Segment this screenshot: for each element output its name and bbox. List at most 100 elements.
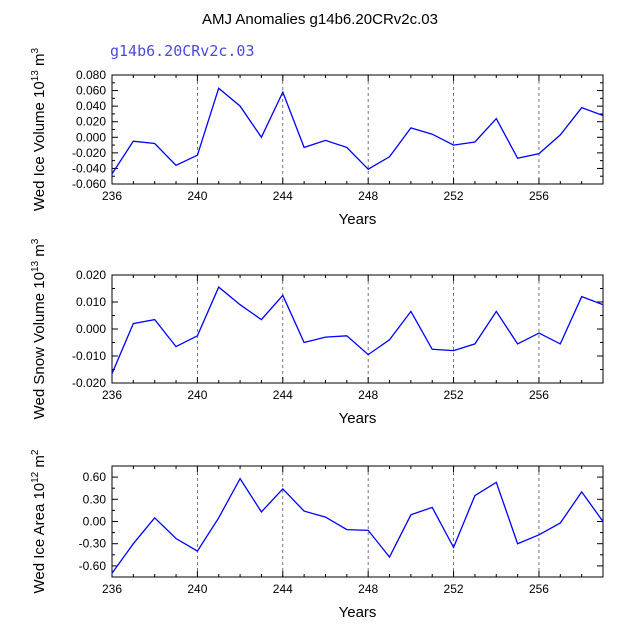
x-tick-label: 248: [358, 582, 378, 596]
x-tick-label: 240: [187, 582, 207, 596]
data-point: [303, 510, 305, 512]
data-point: [175, 164, 177, 166]
data-point: [410, 127, 412, 129]
data-point: [516, 343, 518, 345]
data-point: [239, 304, 241, 306]
x-tick-label: 256: [529, 189, 549, 203]
data-point: [410, 310, 412, 312]
x-tick-label: 244: [273, 388, 293, 402]
y-tick-label: 0.000: [76, 322, 106, 336]
panel-1: 236 240 244 248 252 256 -0.060 -0.040-0.020 0.00…: [30, 47, 604, 228]
x-tick-label: 252: [444, 388, 464, 402]
series-line: [111, 477, 604, 574]
data-point: [495, 481, 497, 483]
y-tick-label: 0.080: [76, 68, 106, 82]
data-point: [602, 114, 604, 116]
x-tick-label: 256: [529, 388, 549, 402]
data-point: [474, 343, 476, 345]
data-point: [346, 335, 348, 337]
x-axis-label: Years: [339, 410, 377, 427]
data-point: [388, 556, 390, 558]
data-point: [538, 152, 540, 154]
x-tick-label: 252: [444, 582, 464, 596]
data-point: [431, 133, 433, 135]
y-axis-label-main: Wed Snow Volume 10: [31, 272, 48, 419]
data-point: [196, 154, 198, 156]
y-axis-label-main: Wed Ice Volume 10: [31, 81, 48, 211]
data-point: [516, 157, 518, 159]
data-point: [538, 332, 540, 334]
data-point: [303, 146, 305, 148]
chart-title: AMJ Anomalies g14b6.20CRv2c.03: [202, 11, 438, 28]
data-point: [474, 141, 476, 143]
data-point: [153, 318, 155, 320]
data-point: [282, 91, 284, 93]
y-axis-label: Wed Ice Area 1012 m2: [30, 449, 48, 593]
data-point: [324, 516, 326, 518]
chart-subtitle: g14b6.20CRv2c.03: [110, 42, 255, 60]
data-point: [452, 349, 454, 351]
data-point: [580, 491, 582, 493]
data-point: [410, 514, 412, 516]
y-tick-label: 0.020: [76, 115, 106, 129]
data-point: [602, 520, 604, 522]
y-tick-label: -0.010: [72, 349, 106, 363]
data-point: [218, 87, 220, 89]
x-tick-label: 252: [444, 189, 464, 203]
data-point: [132, 543, 134, 545]
panel-3: 236 240 244 248 252 256 -0.60 -0.30 0.00 0.30 0.60…: [30, 449, 604, 621]
plot-frame: [111, 465, 604, 578]
y-axis-label: Wed Ice Volume 1013 m3: [30, 47, 48, 211]
data-point: [196, 335, 198, 337]
data-point: [495, 310, 497, 312]
data-point: [559, 343, 561, 345]
data-point: [324, 139, 326, 141]
data-point: [260, 511, 262, 513]
x-axis-label: Years: [339, 604, 377, 621]
x-tick-label: 236: [102, 189, 122, 203]
data-point: [367, 168, 369, 170]
data-point: [602, 304, 604, 306]
y-axis-label-main: Wed Ice Area 10: [31, 483, 48, 594]
data-point: [196, 550, 198, 552]
data-point: [132, 140, 134, 142]
y-axis-label-unit: m: [31, 244, 48, 261]
y-tick-label: 0.040: [76, 99, 106, 113]
panel-2: 236 240 244 248 252 256 -0.020 -0.010 0.000 0.010…: [30, 238, 604, 427]
data-point: [559, 134, 561, 136]
data-point: [474, 494, 476, 496]
y-axis-label-exponent: 12: [30, 471, 41, 483]
y-tick-label: -0.040: [72, 161, 106, 175]
x-tick-label: 236: [102, 582, 122, 596]
y-axis-label-unit: m: [31, 455, 48, 472]
data-point: [175, 537, 177, 539]
y-tick-label: 0.60: [83, 470, 107, 484]
data-point: [452, 144, 454, 146]
data-point: [559, 522, 561, 524]
x-tick-label: 244: [273, 189, 293, 203]
data-point: [388, 339, 390, 341]
y-tick-label: -0.30: [79, 537, 107, 551]
data-point: [175, 345, 177, 347]
data-point: [132, 322, 134, 324]
x-tick-label: 248: [358, 189, 378, 203]
x-tick-label: 244: [273, 582, 293, 596]
data-point: [324, 336, 326, 338]
data-point: [111, 372, 113, 374]
data-point: [153, 517, 155, 519]
data-point: [239, 477, 241, 479]
data-point: [431, 506, 433, 508]
data-point: [516, 543, 518, 545]
data-point: [239, 105, 241, 107]
y-tick-label: 0.010: [76, 295, 106, 309]
data-point: [538, 534, 540, 536]
y-tick-label: -0.060: [72, 177, 106, 191]
data-point: [282, 488, 284, 490]
data-point: [282, 294, 284, 296]
series-line: [111, 286, 604, 374]
data-point: [303, 341, 305, 343]
x-tick-label: 236: [102, 388, 122, 402]
data-point: [111, 173, 113, 175]
y-axis-label-unit-exponent: 2: [30, 449, 41, 455]
